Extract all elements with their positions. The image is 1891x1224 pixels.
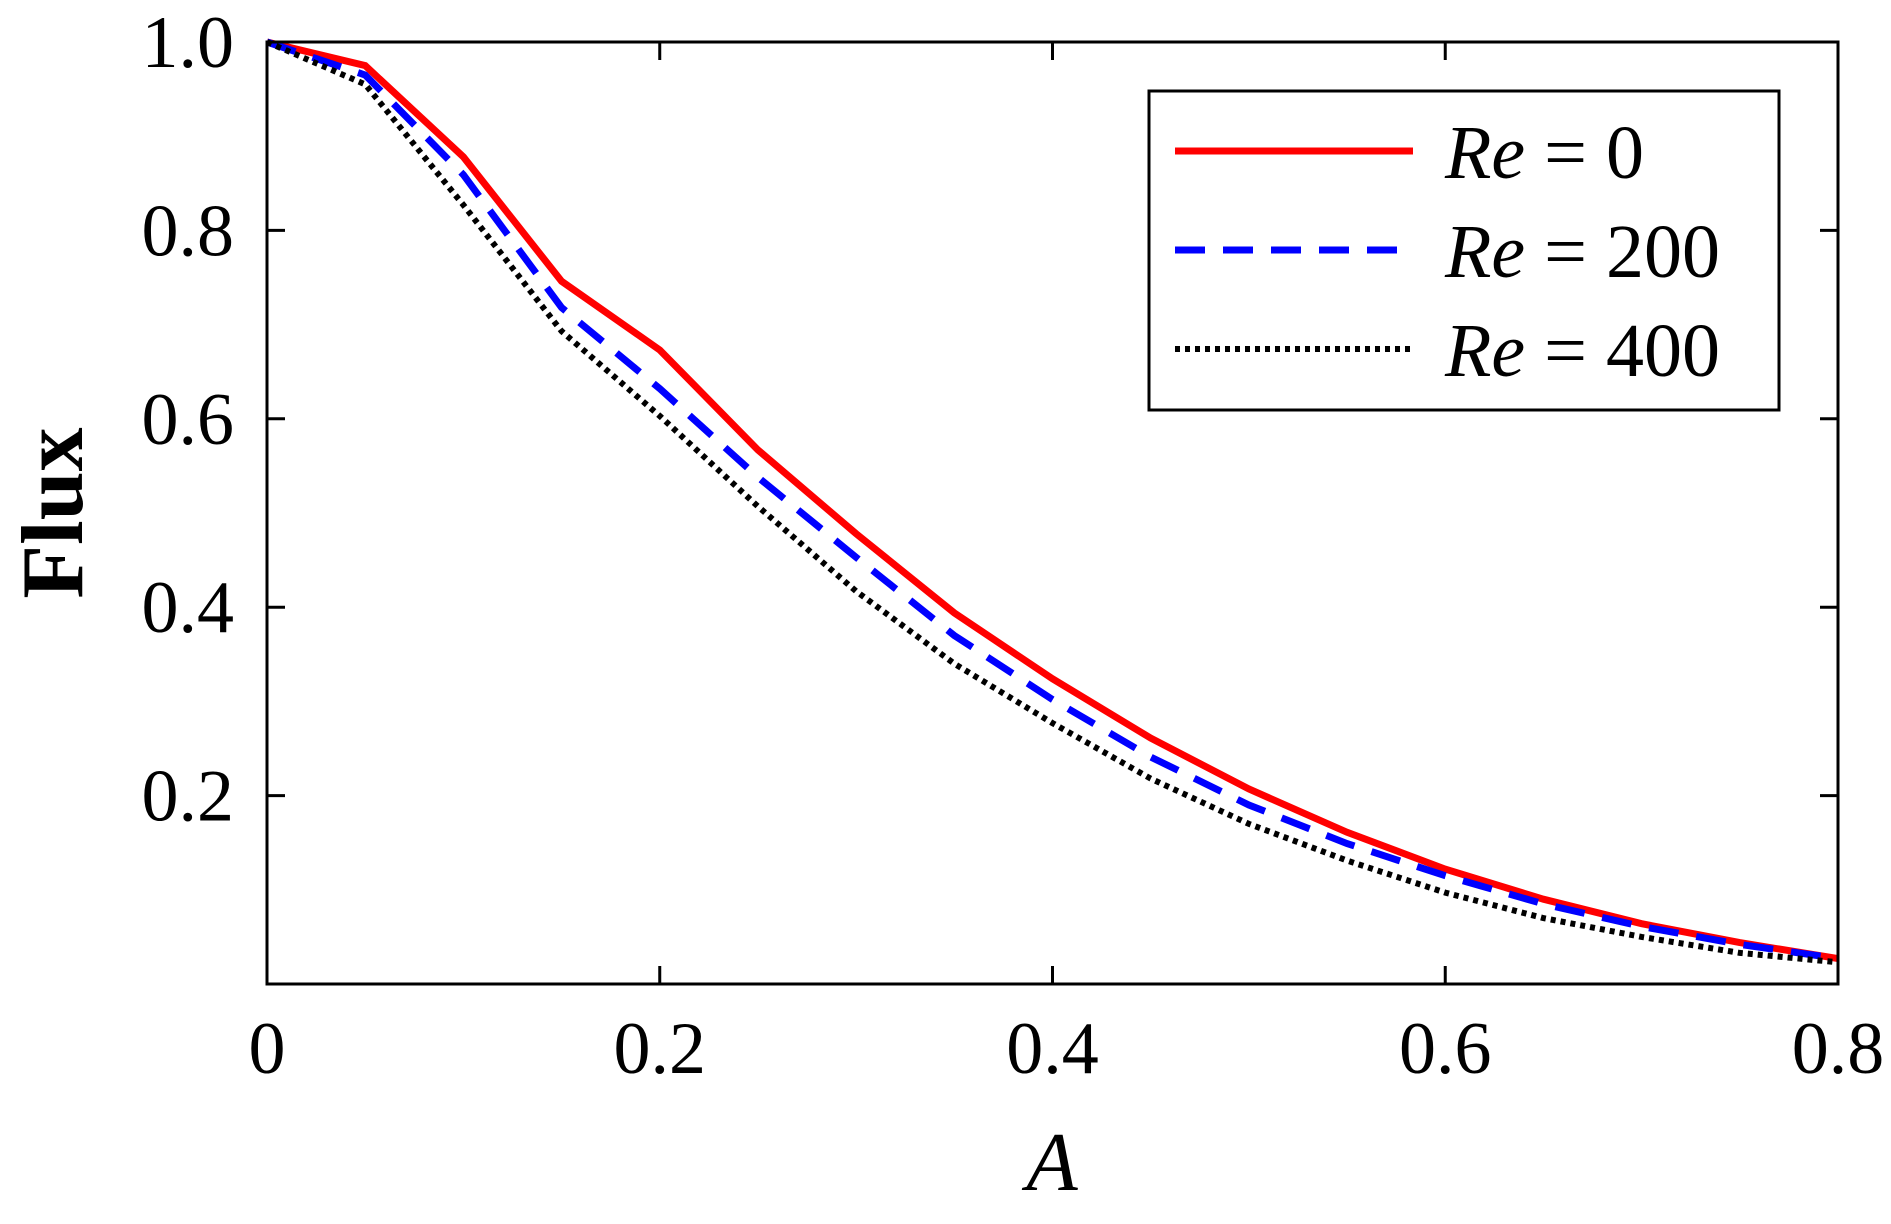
legend-label-value: = 200 (1525, 210, 1720, 294)
legend-label-2: Re = 400 (1444, 309, 1720, 393)
y-tick-label: 0.6 (142, 379, 235, 461)
y-tick-label: 0.4 (142, 567, 235, 649)
series-layer (265, 38, 1839, 966)
y-tick-label: 0.8 (142, 190, 235, 272)
legend-label-0: Re = 0 (1444, 111, 1644, 195)
legend-label-var: Re (1444, 111, 1525, 195)
y-axis-label: Flux (5, 427, 102, 598)
ticks-layer: 0 0.2 0.4 0.6 0.8 0.2 0.4 0.6 0.8 1.0 (142, 2, 1885, 1090)
y-tick-label: 0.2 (142, 756, 235, 838)
legend-box (1147, 89, 1781, 412)
x-tick-label: 0 (249, 1008, 286, 1090)
x-tick-label: 0.4 (1006, 1008, 1099, 1090)
series-line-1 (265, 38, 1839, 963)
legend-label-var: Re (1444, 309, 1525, 393)
legend-label-1: Re = 200 (1444, 210, 1720, 294)
series-line-2 (265, 39, 1839, 966)
x-tick-label: 0.8 (1792, 1008, 1885, 1090)
legend-label-value: = 400 (1525, 309, 1720, 393)
y-tick-label: 1.0 (142, 2, 235, 84)
x-tick-label: 0.6 (1399, 1008, 1492, 1090)
legend-label-value: = 0 (1525, 111, 1644, 195)
x-tick-label: 0.2 (614, 1008, 707, 1090)
legend-label-var: Re (1444, 210, 1525, 294)
x-axis-label: A (1021, 1116, 1078, 1209)
series-line-0 (266, 38, 1839, 963)
